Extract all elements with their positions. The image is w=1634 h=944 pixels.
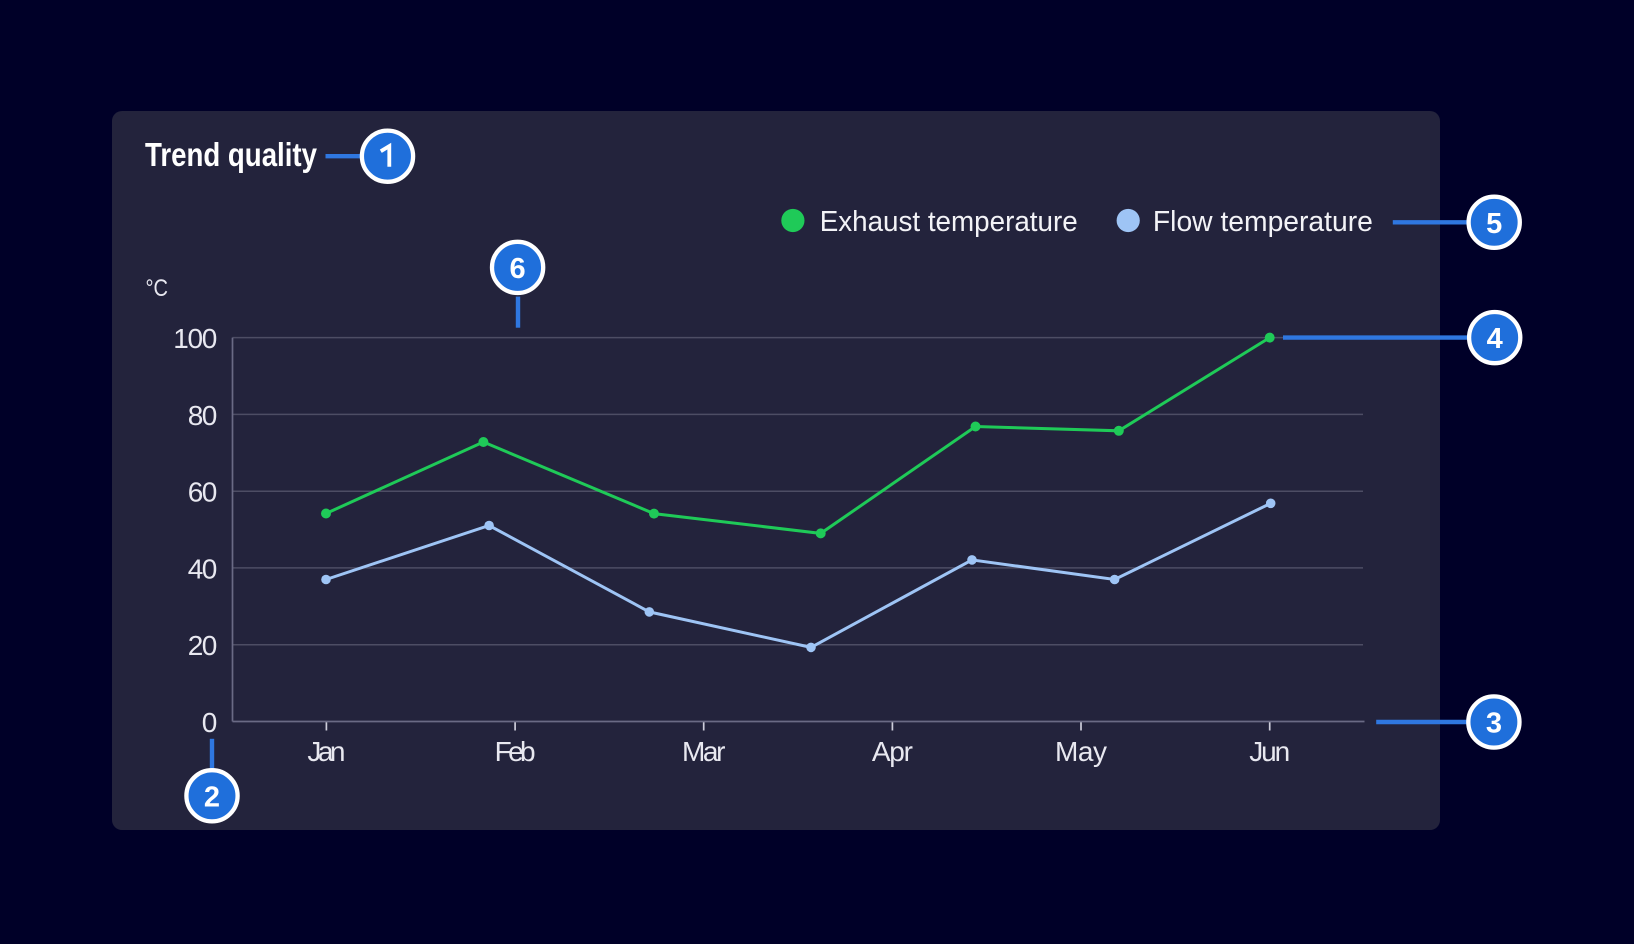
svg-text:Jan: Jan (307, 736, 345, 767)
svg-text:Jun: Jun (1249, 736, 1290, 767)
svg-text:Apr: Apr (872, 736, 913, 767)
svg-text:5: 5 (1486, 208, 1502, 240)
svg-text:°C: °C (146, 275, 169, 302)
svg-text:100: 100 (173, 323, 217, 354)
svg-text:Flow temperature: Flow temperature (1153, 206, 1373, 238)
svg-text:Mar: Mar (682, 736, 726, 767)
svg-text:2: 2 (204, 781, 220, 813)
svg-text:6: 6 (510, 253, 526, 285)
svg-text:60: 60 (188, 477, 218, 508)
svg-text:Trend quality: Trend quality (145, 136, 318, 173)
svg-text:Exhaust temperature: Exhaust temperature (820, 206, 1078, 238)
svg-text:3: 3 (1486, 708, 1502, 740)
svg-text:20: 20 (188, 630, 218, 661)
svg-text:May: May (1055, 736, 1107, 767)
svg-text:Feb: Feb (495, 736, 536, 767)
svg-text:40: 40 (188, 553, 218, 584)
svg-text:0: 0 (202, 707, 218, 738)
svg-text:80: 80 (188, 400, 218, 431)
svg-text:4: 4 (1487, 323, 1503, 355)
